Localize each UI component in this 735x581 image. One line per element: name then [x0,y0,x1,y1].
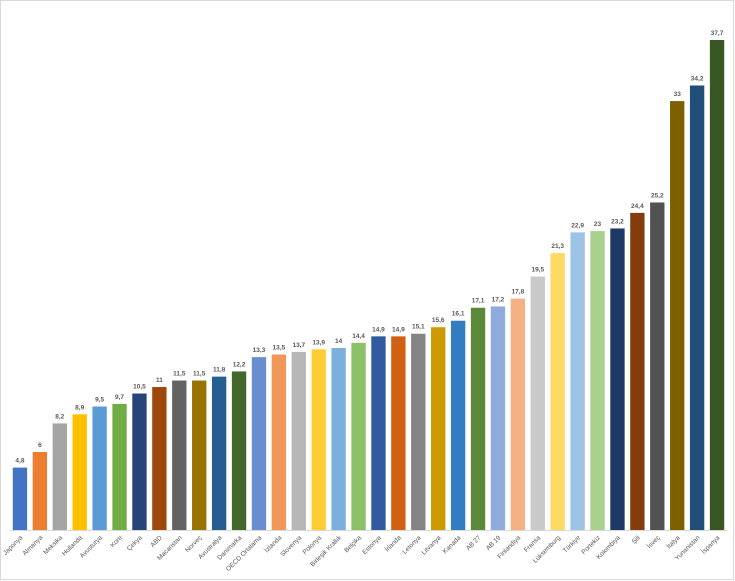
value-label: 8,2 [55,413,64,420]
value-label: 15,1 [412,324,425,331]
bar [689,85,705,530]
value-label: 4,8 [15,458,24,465]
value-label: 19,5 [531,267,544,274]
value-label: 33 [674,91,682,98]
value-label: 14,4 [352,333,365,340]
value-label: 17,2 [492,296,505,303]
bar [530,276,545,530]
bar [311,349,326,530]
value-label: 11 [156,377,163,384]
value-label: 13,5 [273,345,286,352]
bar [32,452,48,530]
value-label: 8,9 [75,404,84,411]
value-label: 11,5 [193,371,206,378]
value-label: 10,5 [133,384,146,391]
value-label: 13,9 [312,339,325,346]
bar [709,40,725,530]
bar [650,202,665,530]
value-label: 16,1 [452,311,465,318]
bar [112,403,127,530]
bar [351,342,366,530]
value-label: 21,3 [551,243,564,250]
value-label: 13,3 [253,347,266,354]
value-label: 11,8 [213,367,226,374]
bar [211,376,227,530]
bar [152,387,167,530]
value-label: 14 [335,338,343,345]
bar [132,393,147,530]
bar [550,253,565,530]
value-label: 14,9 [392,326,405,333]
bar [371,336,386,530]
value-label: 9,7 [115,394,124,401]
bar [291,351,306,530]
bar [12,467,28,530]
bar [251,357,267,530]
bar [391,336,406,530]
value-label: 37,7 [711,30,724,37]
bar [231,371,247,530]
bar [271,354,287,530]
bar [670,101,685,531]
bar [411,333,426,530]
x-tick-label: Şili [631,534,642,545]
bar [72,414,87,530]
value-label: 22,9 [571,222,584,229]
bar [450,320,466,530]
bar [431,327,446,530]
bar [192,380,207,530]
bar [490,306,506,530]
bar [630,212,645,530]
bar [570,232,585,530]
value-label: 17,1 [472,298,485,305]
value-label: 15,6 [432,317,445,324]
value-label: 23,2 [611,218,624,225]
value-label: 9,5 [95,397,104,404]
bar [510,298,526,530]
bar [331,348,346,530]
value-label: 6 [38,442,42,449]
value-label: 17,8 [512,289,525,296]
value-label: 24,4 [631,203,644,210]
value-label: 14,9 [372,326,385,333]
value-label: 25,2 [651,192,664,199]
bar [92,406,107,530]
value-label: 13,7 [292,342,305,349]
value-label: 23 [594,221,602,228]
value-label: 34,2 [691,75,704,82]
bar [590,231,605,530]
bar [52,423,67,530]
value-label: 11,5 [173,371,186,378]
bar [172,380,187,530]
value-label: 12,2 [233,361,246,368]
bar [470,307,486,530]
bar [610,228,625,530]
